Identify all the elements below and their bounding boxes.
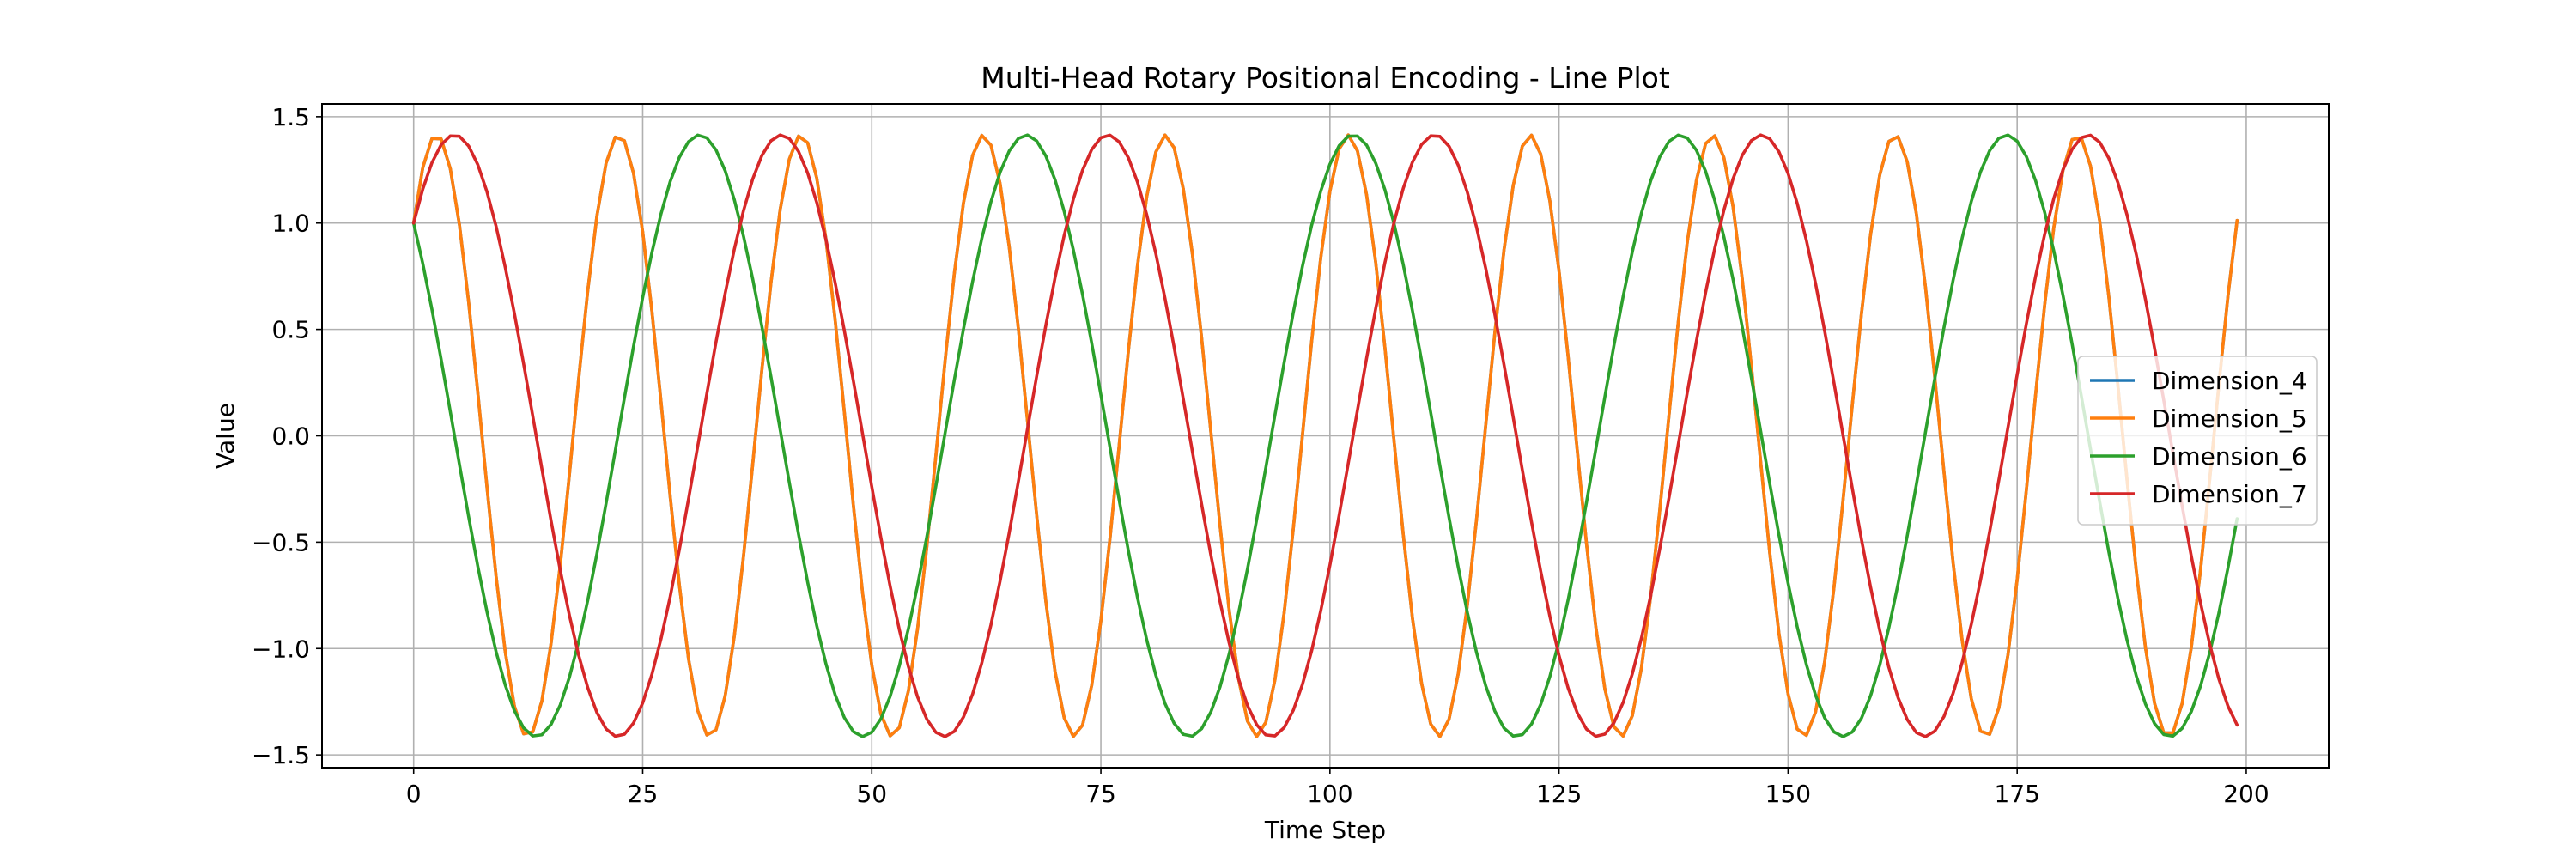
grid (322, 104, 2329, 768)
legend: Dimension_4 Dimension_5 Dimension_6 Dimensi… (2077, 356, 2318, 526)
legend-label: Dimension_5 (2152, 404, 2307, 433)
x-tick-label: 100 (1307, 780, 1352, 808)
x-tick-label: 50 (856, 780, 887, 808)
x-tick-label: 175 (1994, 780, 2039, 808)
x-axis-label: Time Step (1264, 816, 1386, 844)
y-tick-label: −0.5 (252, 528, 310, 556)
legend-label: Dimension_4 (2152, 367, 2307, 395)
y-tick-label: 0.0 (271, 422, 310, 451)
series-lines (411, 133, 2239, 738)
y-axis-label: Value (211, 403, 240, 469)
x-tick-label: 0 (406, 780, 422, 808)
chart-title: Multi-Head Rotary Positional Encoding - … (981, 61, 1670, 94)
x-tick-label: 25 (628, 780, 659, 808)
x-tick-label: 200 (2223, 780, 2269, 808)
y-tick-label: 1.5 (271, 103, 310, 131)
y-tick-label: −1.5 (252, 741, 310, 769)
x-tick-label: 125 (1536, 780, 1582, 808)
y-tick-label: −1.0 (252, 635, 310, 663)
x-tick-label: 150 (1765, 780, 1811, 808)
legend-box (2077, 356, 2318, 526)
axis-ticks: 0 25 50 75 100 125 150 175 200 −1.5 −1.0 −0.5 0.0 0.5… (252, 103, 2269, 808)
y-tick-label: 1.0 (271, 210, 310, 238)
legend-label: Dimension_6 (2152, 442, 2307, 471)
series-line-dimension-6 (411, 133, 2239, 738)
legend-label: Dimension_7 (2152, 480, 2307, 508)
x-tick-label: 75 (1085, 780, 1116, 808)
series-line-dimension-7 (411, 133, 2239, 738)
y-tick-label: 0.5 (271, 316, 310, 344)
series-line-dimension-5 (411, 133, 2239, 738)
